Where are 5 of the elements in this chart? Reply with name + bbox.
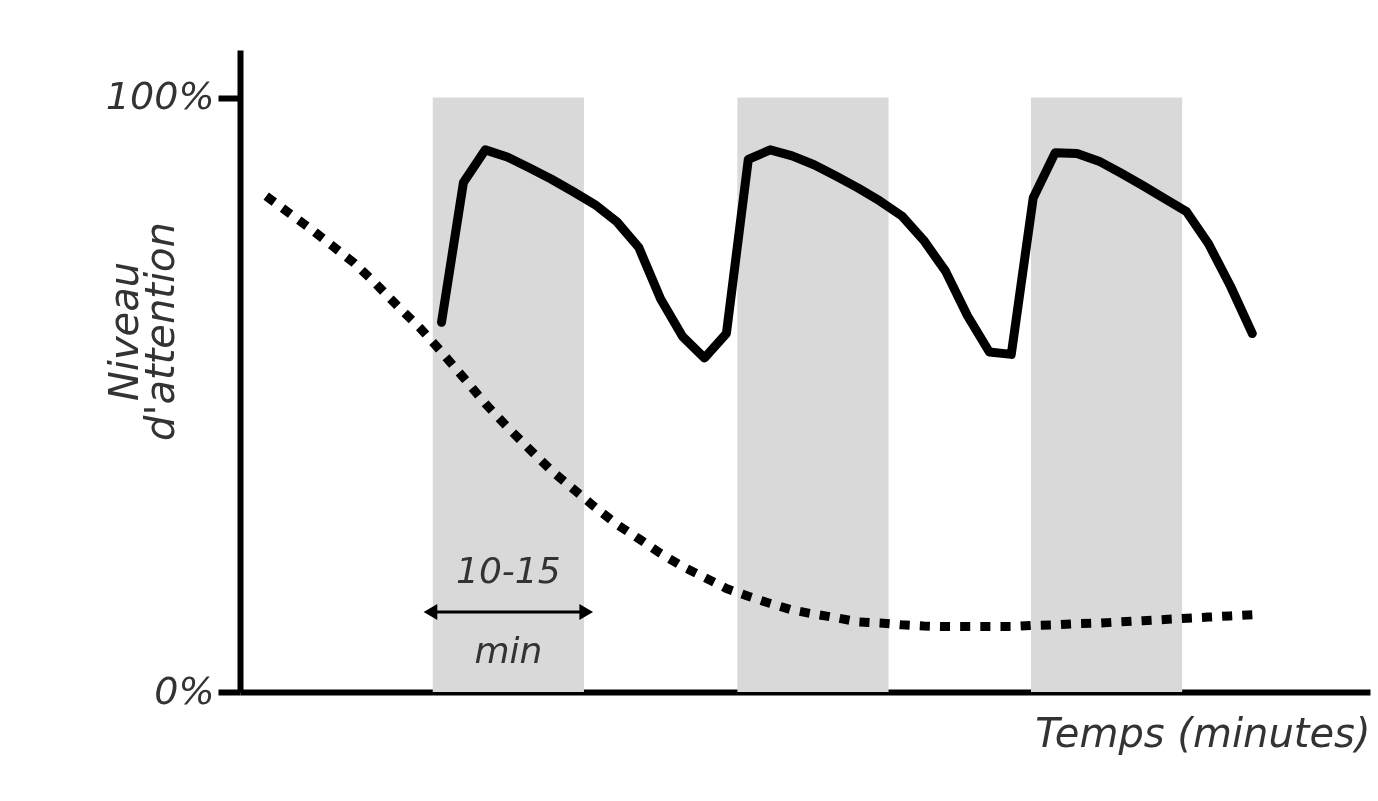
y-tick-label: 100% [105,74,215,119]
y-tick-label: 0% [154,668,215,713]
y-axis-title: Niveau d'attention [100,222,183,441]
x-axis-title: Temps (minutes) [1035,709,1371,756]
annotation: 10-15 min [456,550,561,671]
